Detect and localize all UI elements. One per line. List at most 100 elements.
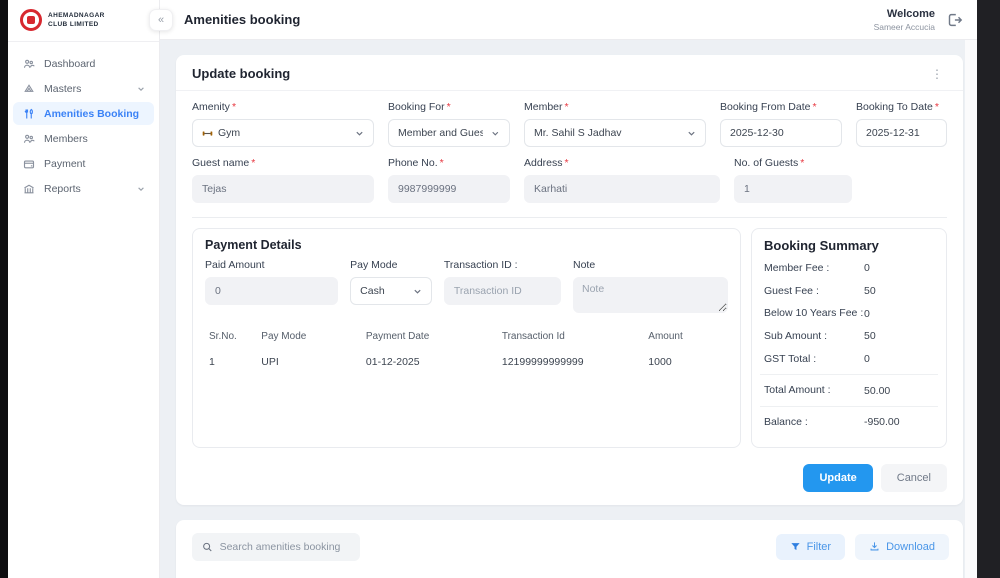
card-menu-icon[interactable]: ⋮ [931, 66, 943, 81]
sidebar-item-amenities-booking[interactable]: Amenities Booking [13, 102, 154, 125]
required-asterisk: * [439, 157, 444, 169]
chevron-down-icon [356, 131, 363, 136]
required-asterisk: * [934, 101, 939, 113]
booking-summary-panel: Booking Summary Member Fee :0 Guest Fee … [751, 228, 947, 448]
page-title: Amenities booking [184, 12, 301, 27]
summary-row: Member Fee :0 [764, 262, 870, 275]
required-asterisk: * [812, 101, 817, 113]
filter-button[interactable]: Filter [775, 533, 846, 560]
booking-summary-title: Booking Summary [764, 238, 879, 253]
member-select[interactable]: Mr. Sahil S Jadhav [524, 119, 706, 147]
scrollbar-track[interactable] [965, 40, 977, 578]
window-edge [977, 0, 1000, 578]
booking-to-date-input[interactable] [856, 119, 947, 147]
booking-to-date-label: Booking To Date * [856, 101, 939, 113]
chevron-down-icon [138, 187, 144, 191]
collapse-chevron-icon: « [157, 14, 165, 26]
search-input[interactable] [219, 540, 350, 553]
sidebar-collapse-button[interactable]: « [149, 9, 173, 31]
summary-row: Sub Amount :50 [764, 330, 876, 343]
booking-for-label: Booking For * [388, 101, 451, 113]
search-icon [203, 542, 212, 552]
chevron-down-icon [414, 289, 421, 294]
pay-mode-label: Pay Mode [350, 259, 398, 271]
download-button[interactable]: Download [855, 533, 949, 560]
club-logo-icon [20, 9, 42, 31]
address-input[interactable] [524, 175, 720, 203]
booking-from-date-input[interactable] [720, 119, 842, 147]
booking-from-date-label: Booking From Date * [720, 101, 817, 113]
transaction-id-input[interactable] [443, 277, 561, 305]
sidebar-item-payment[interactable]: Payment [13, 152, 154, 175]
reports-icon [24, 184, 34, 193]
column-header: Transaction Id [501, 331, 565, 342]
brand-name: AHEMADNAGAR CLUB LIMITED [48, 11, 105, 28]
payment-icon [23, 159, 35, 168]
chevron-down-icon [688, 131, 695, 136]
cancel-button[interactable]: Cancel [880, 463, 947, 492]
members-icon [23, 134, 35, 143]
cell-paymode: UPI [261, 356, 279, 368]
bookings-list-card: Filter Download Sr.No. Booking For [176, 519, 963, 578]
payment-history-table: Sr.No. Pay Mode Payment Date Transaction… [205, 323, 728, 386]
search-box[interactable] [192, 532, 360, 561]
note-label: Note [573, 259, 596, 271]
main-content: Update booking ⋮ Amenity * Gym Booking Fo [160, 40, 965, 578]
required-asterisk: * [251, 157, 256, 169]
column-header: Pay Mode [261, 331, 307, 342]
booking-for-select[interactable]: Member and Guest [388, 119, 510, 147]
chevron-down-icon [138, 87, 144, 91]
pay-mode-select[interactable]: Cash [350, 277, 432, 305]
note-textarea[interactable] [573, 277, 728, 313]
required-asterisk: * [446, 101, 451, 113]
update-button[interactable]: Update [803, 463, 873, 492]
no-of-guests-input[interactable] [734, 175, 852, 203]
summary-row: GST Total :0 [764, 352, 870, 366]
cell-transaction-id: 12199999999999 [501, 356, 584, 368]
column-header: Payment Date [365, 331, 430, 342]
update-booking-card: Update booking ⋮ Amenity * Gym Booking Fo [176, 55, 963, 505]
section-divider [192, 217, 947, 218]
payment-details-panel: Payment Details Paid Amount Pay Mode Cas… [192, 228, 741, 448]
cell-amount: 1000 [648, 356, 672, 368]
logout-icon[interactable] [945, 11, 963, 29]
chevron-down-icon [492, 131, 499, 136]
summary-balance-row: Balance : -950.00 [764, 416, 900, 429]
guest-name-input[interactable] [192, 175, 374, 203]
dashboard-icon [23, 59, 35, 68]
amenity-select[interactable]: Gym [192, 119, 374, 147]
form-title: Update booking [192, 66, 291, 81]
summary-row: Below 10 Years Fee :0 [764, 307, 870, 320]
required-asterisk: * [800, 157, 805, 169]
app-window: AHEMADNAGAR CLUB LIMITED Dashboard Maste… [8, 0, 977, 578]
amenity-label: Amenity * [192, 101, 237, 113]
download-icon [870, 542, 879, 551]
payment-row: 1 UPI 01-12-2025 12199999999999 1000 [205, 348, 728, 386]
column-header: Amount [648, 331, 683, 342]
required-asterisk: * [231, 101, 237, 113]
phone-input[interactable] [388, 175, 510, 203]
required-asterisk: * [564, 101, 569, 113]
required-asterisk: * [564, 157, 569, 169]
sidebar-item-reports[interactable]: Reports [13, 177, 154, 200]
user-welcome: Welcome Sameer Accucia [873, 7, 935, 32]
sidebar-divider [8, 41, 159, 42]
guest-name-label: Guest name * [192, 157, 256, 169]
member-label: Member * [524, 101, 569, 113]
top-header: Amenities booking Welcome Sameer Accucia [160, 0, 977, 40]
column-header: Sr.No. [209, 331, 237, 342]
paid-amount-input[interactable] [205, 277, 339, 305]
sidebar-item-masters[interactable]: Masters [13, 77, 154, 100]
sidebar-item-dashboard[interactable]: Dashboard [13, 52, 154, 75]
filter-icon [791, 543, 800, 551]
summary-divider [760, 406, 938, 408]
payment-details-title: Payment Details [205, 238, 302, 252]
cell-payment-date: 01-12-2025 [365, 356, 420, 368]
summary-total-row: Total Amount :50.00 [764, 384, 891, 397]
cell-srno: 1 [209, 356, 215, 368]
phone-label: Phone No. * [388, 157, 444, 169]
paid-amount-label: Paid Amount [205, 259, 265, 271]
masters-icon [24, 83, 34, 92]
sidebar-item-members[interactable]: Members [13, 127, 154, 150]
brand-logo: AHEMADNAGAR CLUB LIMITED [8, 0, 159, 39]
